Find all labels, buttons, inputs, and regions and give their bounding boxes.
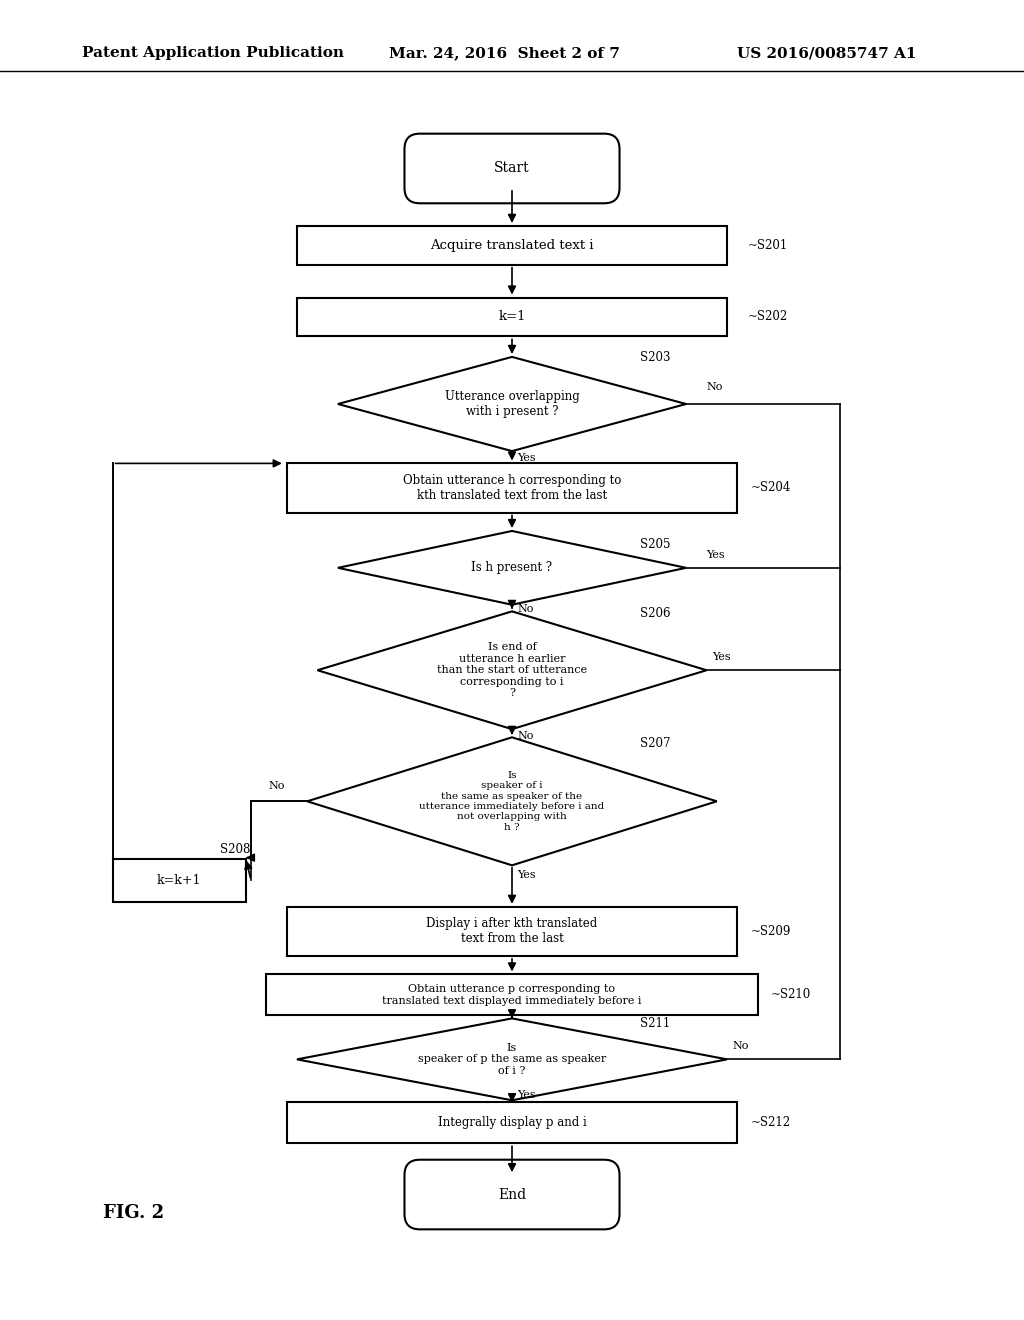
Text: Yes: Yes (517, 870, 536, 880)
Text: Utterance overlapping
with i present ?: Utterance overlapping with i present ? (444, 389, 580, 418)
FancyBboxPatch shape (266, 974, 758, 1015)
Text: Display i after kth translated
text from the last: Display i after kth translated text from… (426, 917, 598, 945)
Text: S203: S203 (640, 351, 671, 364)
Text: Is
speaker of i
the same as speaker of the
utterance immediately before i and
no: Is speaker of i the same as speaker of t… (420, 771, 604, 832)
Text: ~S209: ~S209 (751, 925, 791, 939)
Text: Obtain utterance h corresponding to
kth translated text from the last: Obtain utterance h corresponding to kth … (402, 474, 622, 502)
Text: No: No (707, 381, 723, 392)
FancyBboxPatch shape (297, 297, 727, 337)
Text: S206: S206 (640, 607, 671, 620)
Text: No: No (268, 781, 285, 791)
Text: Yes: Yes (707, 549, 725, 560)
Text: k=k+1: k=k+1 (157, 874, 202, 887)
Text: Is
speaker of p the same as speaker
of i ?: Is speaker of p the same as speaker of i… (418, 1043, 606, 1076)
FancyBboxPatch shape (404, 133, 620, 203)
Text: S205: S205 (640, 537, 671, 550)
Text: No: No (517, 731, 534, 741)
Text: No: No (732, 1041, 749, 1051)
FancyBboxPatch shape (287, 1102, 737, 1143)
Polygon shape (338, 356, 686, 451)
Text: Mar. 24, 2016  Sheet 2 of 7: Mar. 24, 2016 Sheet 2 of 7 (389, 46, 620, 61)
Text: ~S201: ~S201 (748, 239, 787, 252)
Text: US 2016/0085747 A1: US 2016/0085747 A1 (737, 46, 916, 61)
Text: S208: S208 (220, 843, 251, 855)
Text: S207: S207 (640, 738, 671, 751)
Text: ~S202: ~S202 (748, 310, 787, 323)
Text: ~S212: ~S212 (751, 1117, 791, 1130)
Text: Yes: Yes (712, 652, 730, 663)
Text: Is end of
utterance h earlier
than the start of utterance
corresponding to i
?: Is end of utterance h earlier than the s… (437, 642, 587, 698)
Polygon shape (297, 1019, 727, 1101)
Text: FIG. 2: FIG. 2 (102, 1204, 164, 1222)
Text: ~S210: ~S210 (771, 989, 811, 1002)
Text: Integrally display p and i: Integrally display p and i (437, 1117, 587, 1130)
Text: S211: S211 (640, 1016, 671, 1030)
Polygon shape (307, 738, 717, 866)
Text: No: No (517, 603, 534, 614)
Text: Is h present ?: Is h present ? (471, 561, 553, 574)
FancyBboxPatch shape (297, 226, 727, 265)
Text: Acquire translated text i: Acquire translated text i (430, 239, 594, 252)
Text: Patent Application Publication: Patent Application Publication (82, 46, 344, 61)
FancyBboxPatch shape (287, 463, 737, 512)
Text: Yes: Yes (517, 453, 536, 463)
Text: Start: Start (495, 161, 529, 176)
Text: End: End (498, 1188, 526, 1201)
Polygon shape (338, 531, 686, 605)
Text: ~S204: ~S204 (751, 482, 791, 495)
Text: Yes: Yes (517, 1090, 536, 1100)
Text: Obtain utterance p corresponding to
translated text displayed immediately before: Obtain utterance p corresponding to tran… (382, 983, 642, 1006)
Polygon shape (317, 611, 707, 729)
FancyBboxPatch shape (404, 1160, 620, 1229)
FancyBboxPatch shape (113, 858, 246, 902)
Text: k=1: k=1 (499, 310, 525, 323)
FancyBboxPatch shape (287, 907, 737, 956)
